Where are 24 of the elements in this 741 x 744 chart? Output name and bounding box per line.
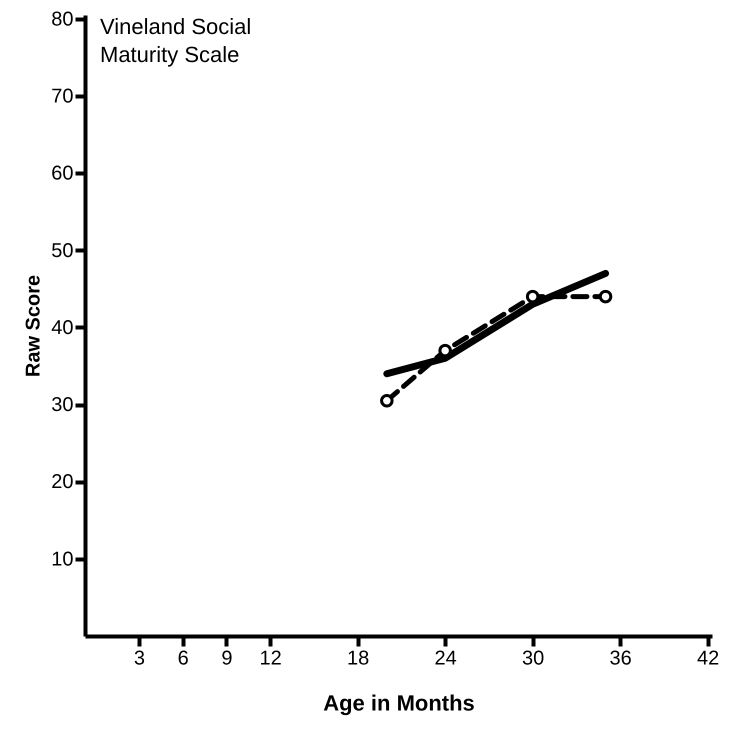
y-tick-label: 60 [51, 162, 74, 185]
x-tick-label: 12 [260, 648, 282, 670]
point [438, 344, 452, 358]
x-tick-label: 30 [522, 648, 544, 670]
x-tick-label: 42 [697, 648, 720, 670]
y-axis-title: Raw Score [22, 274, 44, 378]
y-tick-label: 20 [51, 471, 74, 494]
text: Vineland Social Maturity Scale [100, 14, 252, 67]
y-tick-label: 40 [51, 316, 74, 339]
y-tick-label: 70 [51, 86, 74, 108]
x-tick-label: 18 [347, 648, 370, 670]
y-tick-label: 10 [51, 548, 74, 570]
x-tick-label: 3 [134, 648, 146, 670]
y-tick-label: 30 [51, 394, 74, 416]
point [380, 394, 394, 408]
x-tick-label: 36 [610, 648, 632, 670]
point [526, 290, 540, 304]
y-tick-label: 80 [51, 8, 74, 30]
x-tick-label: 24 [434, 648, 457, 670]
x-tick-label: 9 [221, 648, 232, 670]
x-axis-title: Age in Months [323, 690, 475, 716]
point [598, 290, 612, 304]
y-tick-label: 50 [51, 240, 74, 262]
x-tick-label: 6 [178, 648, 189, 670]
